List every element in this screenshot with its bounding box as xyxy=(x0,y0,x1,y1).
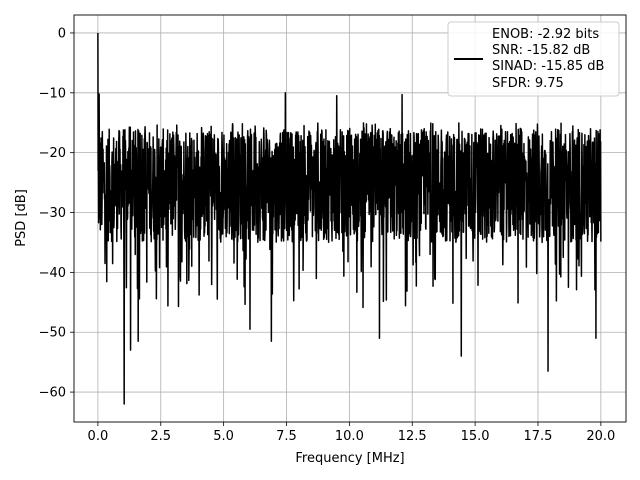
x-tick-label: 0.0 xyxy=(88,429,109,444)
x-axis-label: Frequency [MHz] xyxy=(295,451,404,466)
x-tick-label: 20.0 xyxy=(586,429,615,444)
y-tick-label: −40 xyxy=(39,266,66,281)
x-tick-label: 7.5 xyxy=(276,429,297,444)
y-tick-label: −50 xyxy=(39,326,66,341)
y-tick-label: −60 xyxy=(39,386,66,401)
plot-frame xyxy=(73,14,627,423)
legend-box xyxy=(447,21,620,97)
x-tick-label: 15.0 xyxy=(461,429,490,444)
y-tick-label: 0 xyxy=(58,26,66,41)
series-group xyxy=(97,32,602,405)
legend-sinad: SINAD: -15.85 dB xyxy=(492,59,604,74)
x-axis-ticks: 0.0 2.5 5.0 7.5 10.0 12.5 15.0 17.5 20.0 xyxy=(88,422,615,444)
psd-series-line xyxy=(97,32,602,405)
legend-sfdr: SFDR: 9.75 xyxy=(492,76,564,91)
y-axis-ticks: 0 −10 −20 −30 −40 −50 −60 xyxy=(39,26,74,401)
y-axis-label: PSD [dB] xyxy=(14,189,29,247)
x-tick-label: 10.0 xyxy=(335,429,364,444)
x-tick-label: 12.5 xyxy=(398,429,427,444)
x-tick-label: 2.5 xyxy=(150,429,171,444)
y-tick-label: −30 xyxy=(39,206,66,221)
legend-snr: SNR: -15.82 dB xyxy=(492,43,590,58)
y-tick-label: −20 xyxy=(39,146,66,161)
y-tick-label: −10 xyxy=(39,86,66,101)
legend-enob: ENOB: -2.92 bits xyxy=(492,27,599,42)
legend: ENOB: -2.92 bits SNR: -15.82 dB SINAD: -… xyxy=(447,21,620,97)
x-tick-label: 17.5 xyxy=(524,429,553,444)
x-tick-label: 5.0 xyxy=(213,429,234,444)
